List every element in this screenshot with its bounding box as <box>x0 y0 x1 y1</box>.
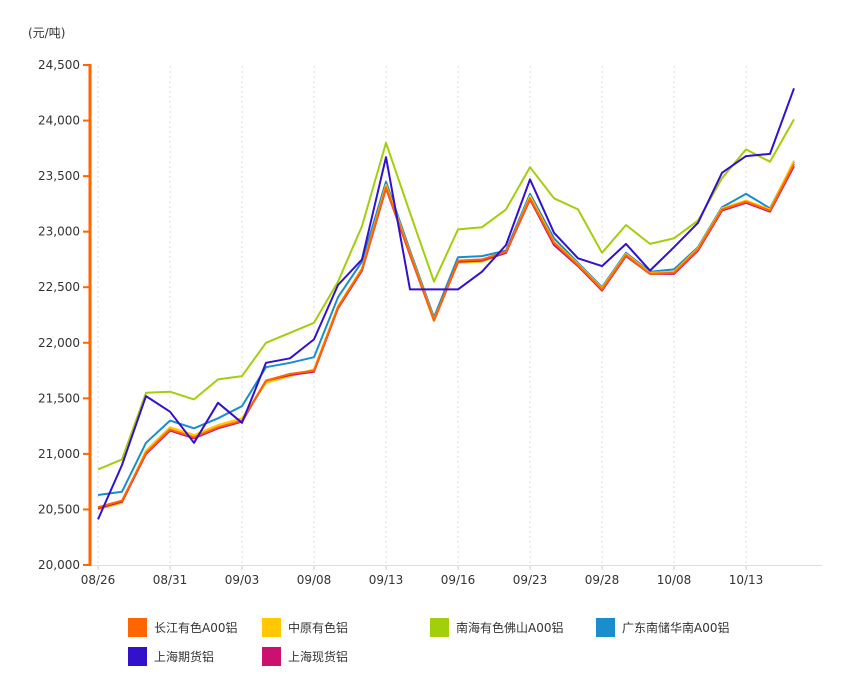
y-axis-label: 22,000 <box>38 336 80 350</box>
x-axis-label: 09/16 <box>441 573 476 587</box>
x-axis-label: 09/13 <box>369 573 404 587</box>
legend-swatch-blue <box>596 617 615 637</box>
y-axis-label: 23,500 <box>38 169 80 183</box>
legend-label: 上海现货铝 <box>288 649 349 664</box>
y-axis-label: 21,500 <box>38 391 80 405</box>
legend-item-nanhai-foshan-a00[interactable]: 南海有色佛山A00铝 <box>430 617 563 637</box>
legend-item-shanghai-futures[interactable]: 上海期货铝 <box>128 646 214 666</box>
y-axis-label: 24,000 <box>38 114 80 128</box>
legend-label: 长江有色A00铝 <box>154 620 238 635</box>
legend-swatch-indigo <box>128 646 147 666</box>
x-axis-label: 09/28 <box>585 573 620 587</box>
legend-item-guangdong-nanchu-a00[interactable]: 广东南储华南A00铝 <box>596 617 729 637</box>
series-line-上海期货铝 <box>97 87 795 520</box>
y-axis-unit-label: (元/吨) <box>28 26 66 40</box>
legend-label: 广东南储华南A00铝 <box>622 620 730 635</box>
y-axis-label: 24,500 <box>38 58 80 72</box>
y-axis-label: 21,000 <box>38 447 80 461</box>
legend-item-changjiang-a00[interactable]: 长江有色A00铝 <box>128 617 237 637</box>
x-axis-label: 08/31 <box>153 573 188 587</box>
y-axis-label: 23,000 <box>38 225 80 239</box>
x-axis-label: 10/13 <box>729 573 764 587</box>
x-axis-label: 09/23 <box>513 573 548 587</box>
legend-item-shanghai-spot[interactable]: 上海现货铝 <box>262 646 348 666</box>
x-axis-label: 08/26 <box>81 573 116 587</box>
legend-swatch-orange <box>128 617 147 637</box>
legend-item-zhongyuan[interactable]: 中原有色铝 <box>262 617 348 637</box>
legend-swatch-green <box>430 617 449 637</box>
series-line-广东南储华南A00铝 <box>97 161 795 496</box>
series-line-南海有色佛山A00铝 <box>97 118 795 471</box>
y-axis-label: 20,500 <box>38 502 80 516</box>
x-axis-label: 10/08 <box>657 573 692 587</box>
y-axis-label: 22,500 <box>38 280 80 294</box>
legend-label: 中原有色铝 <box>288 620 349 635</box>
x-axis-label: 09/03 <box>225 573 260 587</box>
legend-swatch-yellow <box>262 617 281 637</box>
series-line-中原有色铝 <box>97 160 795 511</box>
y-axis-label: 20,000 <box>38 558 80 572</box>
legend-label: 南海有色佛山A00铝 <box>456 620 564 635</box>
chart-plot-area: 08/26 08/31 09/03 09/08 09/13 09/16 09/23 09/28… <box>38 58 822 587</box>
x-axis-label: 09/08 <box>297 573 332 587</box>
legend-swatch-magenta <box>262 646 281 666</box>
legend-label: 上海期货铝 <box>154 649 215 664</box>
series-line-上海现货铝 <box>97 165 795 510</box>
series-line-长江有色A00铝 <box>97 163 795 509</box>
